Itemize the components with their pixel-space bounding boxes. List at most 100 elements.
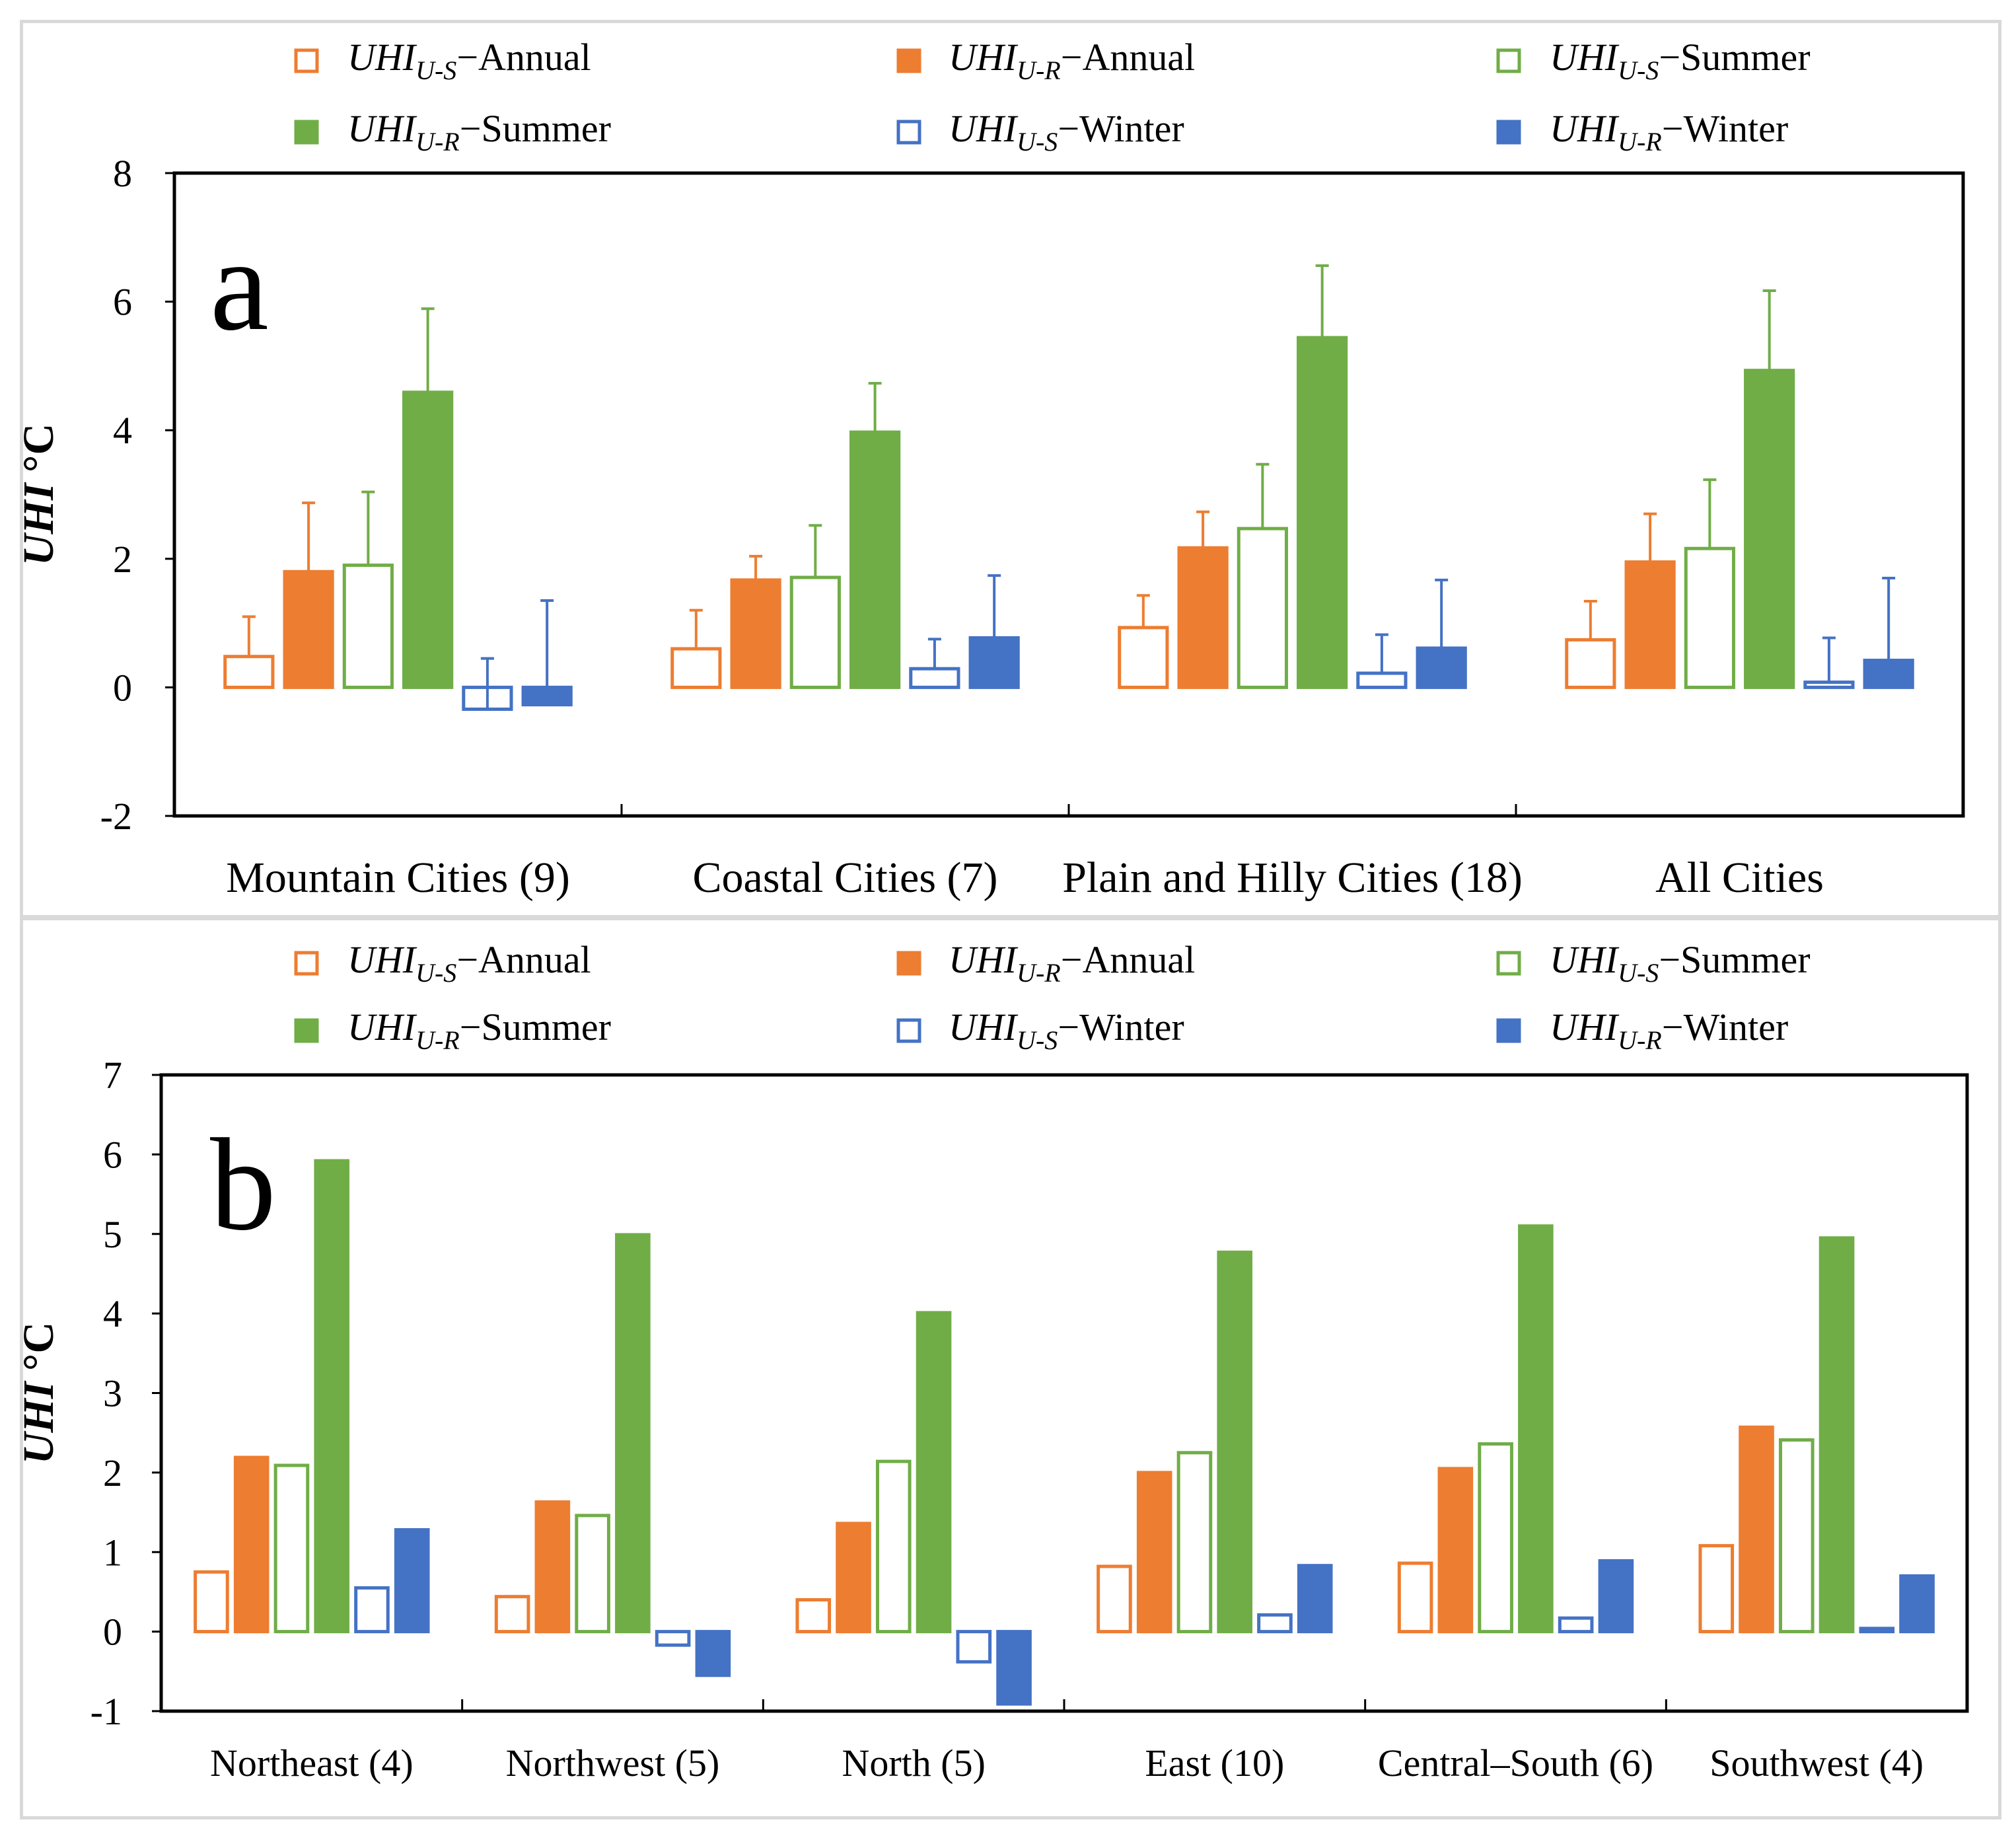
bar-b-cat5-series6 [1598,1559,1634,1634]
y-axis-label: UHI °C [15,423,63,566]
legend-swatch-5 [896,1018,921,1043]
legend-label-1: UHIU-S−Annual [347,36,591,85]
bar-a-cat1-series1 [223,655,275,689]
bar-a-cat4-series6 [1863,659,1914,689]
y-tick-label-5: 8 [113,152,132,195]
y-tick-label-5: 4 [103,1292,122,1335]
bar-a-cat3-series6 [1416,646,1467,689]
y-axis-label: UHI °C [15,1322,63,1464]
y-tick-label-3: 4 [113,409,132,452]
bar-a-cat2-series3 [789,575,841,689]
category-label-b-2: Northwest (5) [506,1742,720,1784]
bar-b-cat5-series4 [1518,1224,1554,1634]
bar-b-cat4-series5 [1257,1613,1293,1634]
y-tick-label-3: 2 [103,1451,122,1494]
bar-b-cat3-series1 [795,1597,832,1634]
bar-b-cat6-series2 [1739,1425,1774,1634]
legend-label-4: UHIU-R−Summer [347,1006,611,1055]
bar-a-cat2-series5 [909,667,960,689]
legend-swatch-2 [896,951,921,976]
legend-swatch-3 [1496,951,1521,976]
panel-a-chart: UHIU-S−Annual UHIU-R−Annual UHIU-S−Summer U… [15,36,1965,902]
bar-b-cat2-series1 [494,1595,530,1634]
legend-swatch-3 [1496,48,1521,73]
bar-a-cat2-series2 [730,578,781,689]
bar-a-cat4-series2 [1624,560,1676,689]
bar-b-cat2-series5 [655,1630,691,1647]
category-label-b-3: North (5) [842,1742,985,1784]
bar-a-cat3-series4 [1297,336,1348,689]
legend-label-4: UHIU-R−Summer [347,107,611,157]
category-label-a-2: Coastal Cities (7) [693,854,998,902]
category-label-b-4: East (10) [1145,1742,1284,1784]
category-label-b-5: Central–South (6) [1378,1742,1653,1784]
legend-label-2: UHIU-R−Annual [949,938,1195,988]
panel-label-b: b [210,1112,276,1258]
bar-b-cat1-series2 [233,1455,270,1634]
legend-label-3: UHIU-S−Summer [1550,36,1811,85]
category-label-a-4: All Cities [1655,854,1824,902]
bar-b-cat5-series2 [1437,1467,1474,1634]
legend-swatch-6 [1496,1018,1521,1043]
y-tick-label-1: 0 [113,666,132,709]
bar-b-cat6-series5 [1859,1627,1895,1634]
bar-b-cat2-series6 [695,1630,731,1677]
bar-a-cat2-series6 [968,636,1020,689]
category-label-b-6: Southwest (4) [1710,1742,1924,1784]
legend-swatch-5 [896,120,921,145]
y-tick-label-4: 6 [113,281,132,324]
bar-b-cat2-series3 [575,1514,610,1634]
legend-swatch-1 [294,48,319,73]
bar-b-cat4-series4 [1217,1250,1253,1634]
legend-label-5: UHIU-S−Winter [949,1006,1184,1055]
y-tick-label-0: -2 [100,795,132,838]
bar-a-cat4-series3 [1684,546,1735,689]
legend-swatch-4 [294,1018,319,1043]
legend-label-3: UHIU-S−Summer [1550,938,1811,988]
legend-label-6: UHIU-R−Winter [1550,107,1788,157]
bar-b-cat2-series2 [534,1500,571,1634]
y-tick-label-2: 2 [113,538,132,581]
bar-a-cat4-series4 [1744,369,1795,689]
bar-b-cat1-series3 [273,1463,310,1634]
bar-b-cat3-series5 [956,1630,992,1664]
bar-a-cat3-series5 [1356,671,1408,689]
bar-b-cat5-series3 [1478,1442,1513,1634]
bar-b-cat1-series4 [314,1159,350,1634]
legend-label-5: UHIU-S−Winter [949,107,1184,157]
bar-b-cat4-series1 [1097,1564,1132,1634]
panel-b-chart: UHIU-S−Annual UHIU-R−Annual UHIU-S−Summer U… [15,938,1969,1784]
bar-b-cat4-series6 [1297,1564,1333,1634]
bar-b-cat3-series4 [916,1311,952,1634]
category-label-a-1: Mountain Cities (9) [226,854,570,902]
bar-b-cat1-series5 [354,1586,390,1634]
bar-a-cat3-series2 [1177,546,1229,689]
legend-swatch-1 [294,951,319,976]
bar-a-cat1-series3 [342,564,394,689]
y-tick-label-1: 0 [103,1611,122,1654]
bar-a-cat4-series5 [1803,680,1855,689]
bar-b-cat1-series1 [194,1570,229,1634]
bar-a-cat3-series3 [1237,527,1288,689]
bar-a-cat2-series4 [849,430,901,689]
bar-b-cat6-series4 [1818,1236,1855,1634]
bar-a-cat1-series4 [402,390,454,689]
category-label-b-1: Northeast (4) [210,1742,414,1784]
legend-swatch-2 [896,48,921,73]
bar-b-cat3-series6 [996,1630,1032,1706]
y-tick-label-8: 7 [103,1054,122,1097]
bar-a-cat3-series1 [1118,626,1169,689]
panel-a-frame [20,20,2001,918]
bar-b-cat6-series3 [1778,1438,1815,1634]
legend-swatch-6 [1496,120,1521,145]
panel-label-a: a [210,212,269,358]
bar-b-cat6-series1 [1698,1544,1735,1634]
y-tick-label-6: 5 [103,1213,122,1256]
legend-label-6: UHIU-R−Winter [1550,1006,1788,1055]
category-label-a-3: Plain and Hilly Cities (18) [1062,854,1523,902]
bar-b-cat4-series3 [1176,1451,1213,1634]
bar-a-cat1-series2 [283,569,334,689]
bar-b-cat4-series2 [1136,1471,1172,1634]
bar-b-cat3-series3 [875,1459,912,1634]
